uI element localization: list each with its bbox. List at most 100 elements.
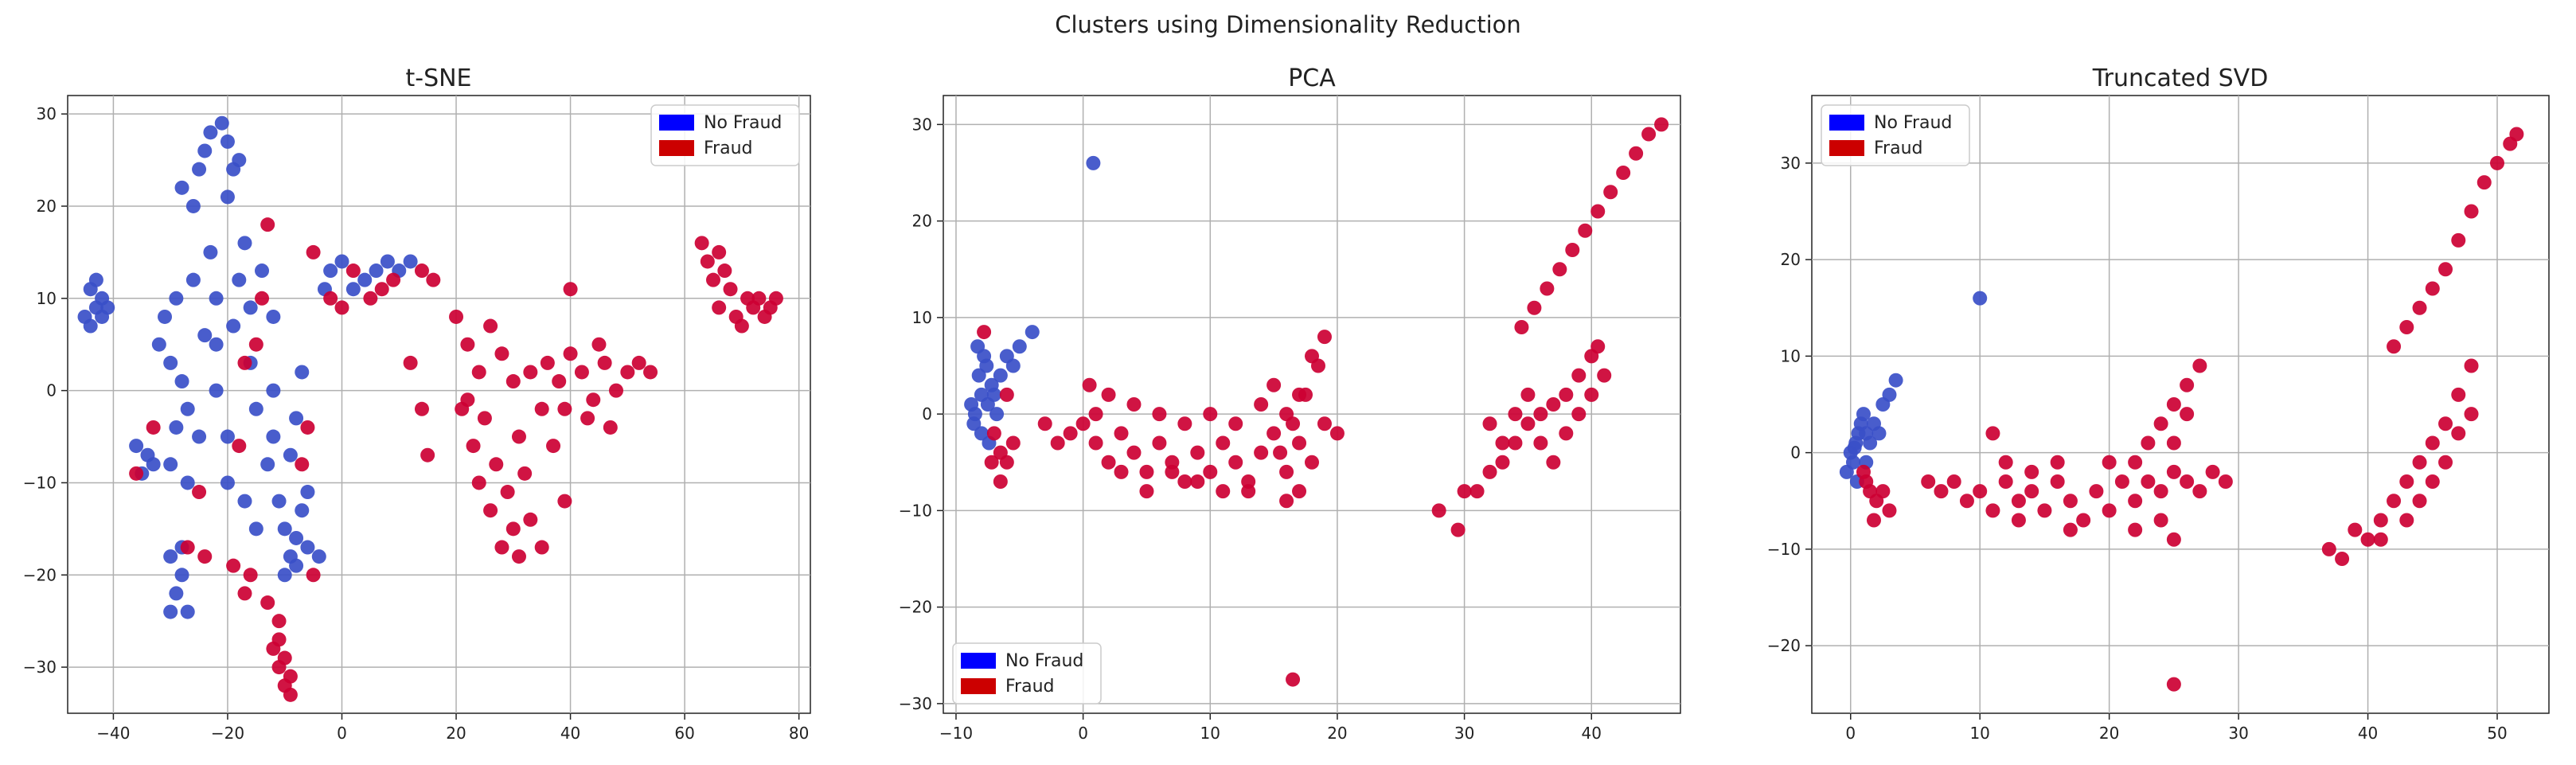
tsne-no-fraud-point: [357, 272, 373, 287]
pca-fraud-point: [1203, 464, 1218, 479]
tsne-fraud-point: [386, 272, 401, 287]
svd-xtick-label: 10: [1969, 724, 1989, 743]
svd-fraud-point: [2166, 435, 2181, 451]
pca-fraud-point: [1546, 397, 1561, 412]
tsne-fraud-point: [523, 512, 538, 527]
pca-fraud-point: [1254, 397, 1269, 412]
pca-fraud-point: [1298, 387, 1313, 402]
tsne-no-fraud-point: [260, 457, 275, 472]
pca-fraud-point: [1317, 330, 1332, 345]
tsne-title: t-SNE: [405, 64, 471, 92]
svd-fraud-point: [2412, 494, 2427, 509]
tsne-no-fraud-point: [163, 355, 178, 370]
svd-ytick-label: −10: [1767, 540, 1801, 559]
tsne-no-fraud-point: [277, 568, 292, 583]
pca-fraud-point: [1527, 300, 1542, 315]
tsne-fraud-point: [563, 346, 578, 361]
svd-fraud-point: [2024, 464, 2039, 479]
tsne-no-fraud-point: [277, 521, 292, 537]
pca-legend-label: Fraud: [1005, 677, 1055, 697]
tsne-no-fraud-point: [192, 429, 207, 444]
tsne-fraud-point: [540, 355, 555, 370]
tsne-no-fraud-point: [185, 198, 201, 213]
tsne-ytick-label: −30: [23, 658, 57, 677]
pca-fraud-point: [1457, 484, 1472, 499]
svd-fraud-point: [2011, 494, 2026, 509]
tsne-no-fraud-point: [158, 309, 173, 324]
tsne-no-fraud-point: [220, 475, 235, 490]
svd-legend-swatch: [1829, 115, 1864, 131]
tsne-no-fraud-point: [369, 263, 384, 279]
tsne-fraud-point: [517, 466, 533, 481]
tsne-no-fraud-point: [151, 337, 166, 352]
pca-fraud-point: [1546, 455, 1561, 470]
tsne-fraud-point: [534, 540, 549, 555]
tsne-fraud-point: [248, 337, 263, 352]
tsne-fraud-point: [226, 558, 241, 573]
svd-points: [1839, 127, 2524, 692]
svd-fraud-point: [2509, 127, 2524, 142]
tsne-fraud-point: [597, 355, 612, 370]
svd-fraud-point: [1875, 484, 1891, 499]
tsne-fraud-point: [591, 337, 607, 352]
tsne-no-fraud-point: [220, 429, 235, 444]
svd-fraud-point: [1998, 455, 2013, 470]
pca-fraud-point: [1590, 339, 1606, 354]
svd-fraud-point: [2180, 407, 2195, 422]
pca-fraud-point: [1559, 387, 1574, 402]
tsne-fraud-point: [734, 318, 749, 334]
svd-fraud-point: [1946, 474, 1961, 489]
svd-fraud-point: [1934, 484, 1949, 499]
tsne-no-fraud-point: [163, 549, 178, 564]
svd-fraud-point: [2166, 532, 2181, 547]
tsne-fraud-point: [643, 365, 658, 380]
svd-fraud-point: [2050, 474, 2065, 489]
pca-ytick-label: 30: [912, 115, 932, 134]
tsne-ytick-label: −10: [23, 473, 57, 492]
tsne-no-fraud-point: [266, 383, 281, 398]
svd-fraud-point: [2321, 541, 2336, 556]
pca-fraud-point: [1559, 426, 1574, 441]
svd-fraud-point: [2373, 513, 2388, 528]
pca-fraud-point: [1082, 377, 1097, 392]
pca-ytick-label: 20: [912, 212, 932, 231]
svd-fraud-point: [2412, 300, 2427, 315]
pca-xtick-label: 30: [1454, 724, 1474, 743]
svd-fraud-point: [2335, 552, 2350, 566]
tsne-fraud-point: [283, 669, 298, 684]
pca-no-fraud-point: [964, 397, 979, 412]
tsne-fraud-point: [460, 392, 475, 408]
svd-fraud-point: [2425, 435, 2440, 451]
svd-fraud-point: [1998, 474, 2013, 489]
svd-fraud-point: [1959, 494, 1974, 509]
svd-fraud-point: [2464, 407, 2479, 422]
svd-fraud-point: [2476, 175, 2492, 190]
tsne-legend-swatch: [659, 115, 694, 131]
pca-fraud-point: [977, 325, 992, 340]
tsne-fraud-point: [483, 318, 498, 334]
tsne-fraud-point: [723, 282, 738, 297]
pca-fraud-point: [1431, 503, 1446, 518]
pca-fraud-point: [1571, 368, 1587, 383]
pca-fraud-point: [1508, 407, 1523, 422]
svd-xtick-label: 30: [2228, 724, 2248, 743]
tsne-no-fraud-point: [243, 300, 258, 315]
pca-fraud-point: [1578, 223, 1593, 238]
tsne-fraud-point: [146, 420, 161, 435]
tsne-no-fraud-point: [180, 475, 195, 490]
svd-fraud-point: [2153, 484, 2168, 499]
svd-fraud-point: [2102, 455, 2117, 470]
tsne-no-fraud-point: [214, 115, 229, 131]
pca-fraud-point: [1279, 464, 1294, 479]
pca-fraud-point: [1590, 204, 1606, 219]
tsne-no-fraud-point: [237, 236, 252, 251]
pca-ytick-label: −10: [899, 501, 932, 520]
tsne-fraud-point: [255, 291, 270, 306]
tsne-xtick-label: 0: [337, 724, 347, 743]
pca-fraud-point: [1292, 484, 1307, 499]
pca-fraud-point: [1279, 494, 1294, 509]
svd-xtick-label: 20: [2099, 724, 2119, 743]
tsne-legend: No Fraud Fraud: [650, 104, 800, 166]
tsne-ytick-label: 30: [37, 104, 57, 123]
